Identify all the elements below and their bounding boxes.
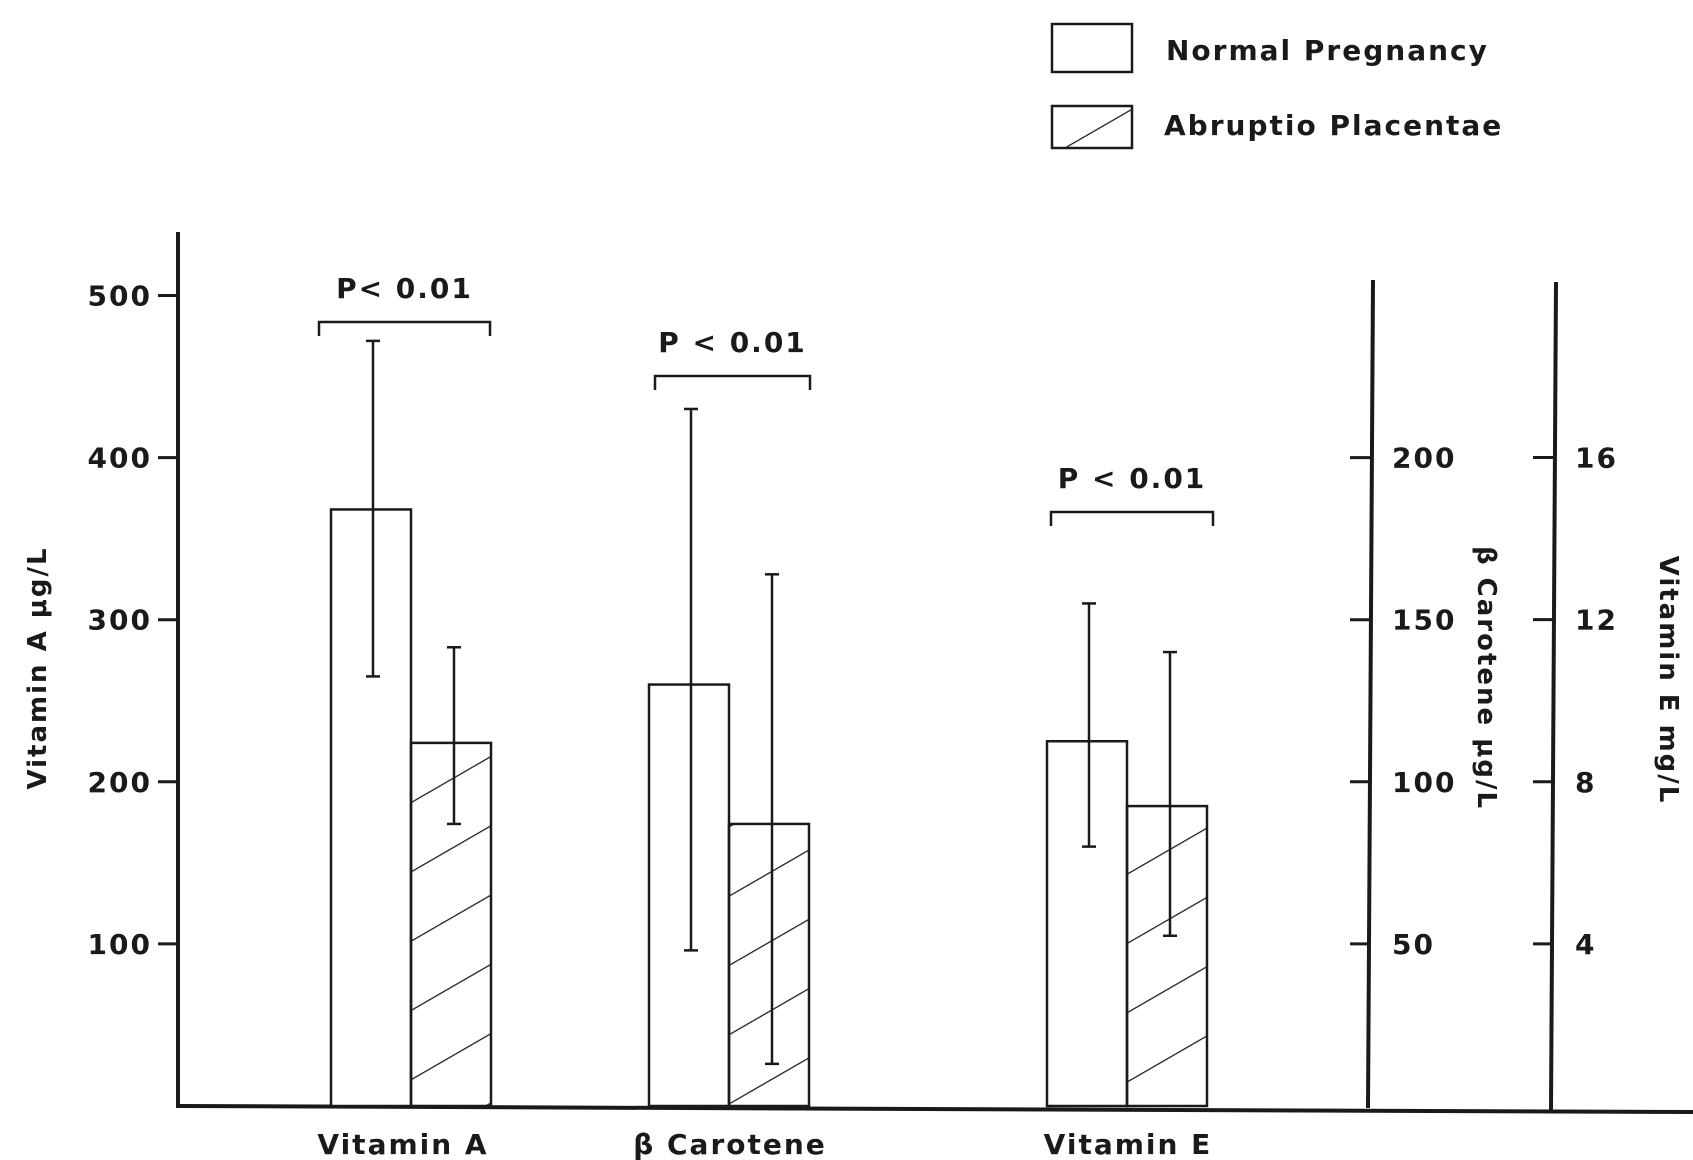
significance-label-2: P < 0.01 <box>1058 462 1207 495</box>
tick-marks: 100 200 300 400 500 50 100 150 200 4 8 12 16 <box>88 280 1618 961</box>
legend-swatch-abruptio-placentae <box>1050 104 1134 150</box>
tick-label-vitE-4: 4 <box>1575 928 1596 961</box>
category-label-vitamin-e: Vitamin E <box>1044 1128 1213 1160</box>
error-bars <box>366 339 1177 1066</box>
y-axis-title-beta-carotene: β Carotene μg/L <box>1471 546 1501 810</box>
category-labels: Vitamin A β Carotene Vitamin E <box>317 1128 1213 1160</box>
category-label-vitamin-a: Vitamin A <box>317 1128 488 1160</box>
significance-label-1: P < 0.01 <box>658 326 807 359</box>
tick-label-carotene-200: 200 <box>1392 442 1456 475</box>
bar-0-1 <box>409 741 493 1108</box>
significance-brackets: P< 0.01 P < 0.01 P < 0.01 <box>317 272 1215 526</box>
bar-1-1 <box>727 822 811 1108</box>
significance-bracket-2 <box>1049 510 1215 526</box>
tick-label-vitA-200: 200 <box>88 766 152 799</box>
tick-label-vitA-300: 300 <box>88 604 152 637</box>
bars <box>329 508 1209 1108</box>
carotene-axis-line <box>1366 279 1375 1109</box>
y-axis-title-vitamin-a: Vitamin A μg/L <box>23 546 53 789</box>
tick-label-vitE-8: 8 <box>1575 766 1596 799</box>
legend-label-abruptio-placentae: Abruptio Placentae <box>1164 109 1503 142</box>
significance-label-0: P< 0.01 <box>336 272 473 305</box>
tick-label-vitA-100: 100 <box>88 928 152 961</box>
tick-label-vitA-400: 400 <box>88 442 152 475</box>
tick-label-carotene-100: 100 <box>1392 766 1456 799</box>
bar-2-1 <box>1125 804 1209 1108</box>
category-label-beta-carotene: β Carotene <box>633 1128 827 1160</box>
tick-label-carotene-150: 150 <box>1392 604 1456 637</box>
vitamin-e-axis-line <box>1549 281 1558 1111</box>
y-axis-title-vitamin-e: Vitamin E mg/L <box>1653 556 1683 805</box>
bar-0-0 <box>329 508 413 1108</box>
legend: Normal Pregnancy Abruptio Placentae <box>1050 22 1503 150</box>
tick-label-vitE-16: 16 <box>1575 442 1618 475</box>
bar-2-0 <box>1045 739 1129 1108</box>
tick-label-vitE-12: 12 <box>1575 604 1618 637</box>
legend-swatch-normal-pregnancy <box>1050 22 1134 74</box>
legend-label-normal-pregnancy: Normal Pregnancy <box>1166 34 1489 67</box>
significance-bracket-0 <box>317 320 492 336</box>
significance-bracket-1 <box>653 374 812 390</box>
tick-label-carotene-50: 50 <box>1392 928 1435 961</box>
tick-label-vitA-500: 500 <box>88 280 152 313</box>
bar-1-0 <box>647 683 731 1108</box>
